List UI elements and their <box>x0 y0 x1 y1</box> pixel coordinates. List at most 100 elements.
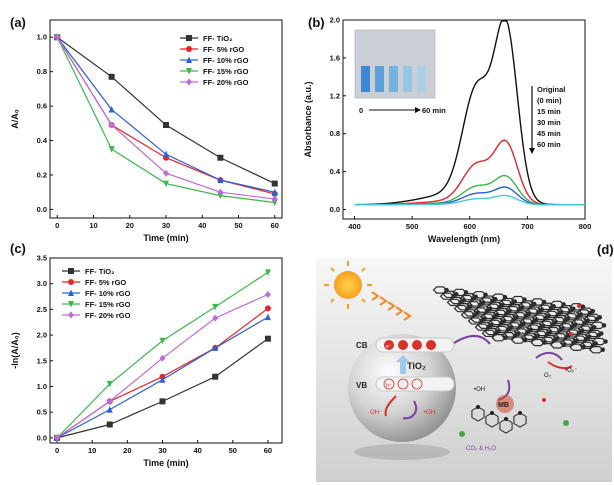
x-tick-label: 30 <box>162 221 170 230</box>
data-point <box>271 188 278 196</box>
y-tick-label: 1.0 <box>37 33 47 42</box>
inset-arrow-head <box>415 107 421 113</box>
y-axis-label: A/A₀ <box>10 109 20 129</box>
vial <box>403 66 412 92</box>
tio2-shadow <box>354 444 450 460</box>
panel-label-b: (b) <box>308 15 325 30</box>
vial <box>361 66 370 92</box>
graphene-atom <box>601 323 607 328</box>
sun-rays-icon <box>324 261 372 309</box>
data-point <box>54 33 61 41</box>
legend-label: FF- 5% rGO <box>203 45 244 54</box>
x-tick-label: 0 <box>55 221 59 230</box>
data-point <box>106 380 113 388</box>
green-atoms <box>459 420 569 437</box>
data-point <box>159 398 166 405</box>
mb-ring <box>471 406 485 422</box>
legend-marker <box>68 311 74 319</box>
graphene-hexagon <box>491 334 507 342</box>
y-tick-label: 2.5 <box>37 305 47 314</box>
x-tick-label: 600 <box>464 222 477 231</box>
tio2-label: TiO₂ <box>407 361 426 371</box>
spectrum-line <box>354 174 586 206</box>
y-tick-label: 3.5 <box>37 254 47 263</box>
x-tick-label: 30 <box>158 446 166 455</box>
legend-label: Original <box>537 85 565 94</box>
red-atoms <box>542 304 581 402</box>
legend-marker <box>186 35 192 41</box>
graphene-sheet <box>432 286 608 354</box>
plot-frame <box>49 257 283 444</box>
legend-marker <box>186 68 192 75</box>
vial <box>389 66 398 92</box>
graphene-hexagon <box>481 329 497 338</box>
x-tick-label: 20 <box>123 446 131 455</box>
legend-label: 45 min <box>537 129 561 138</box>
graphene-hexagon <box>591 337 607 346</box>
legend-label: 15 min <box>537 107 561 116</box>
x-tick-label: 0 <box>55 446 59 455</box>
graphene-hexagon <box>588 346 604 354</box>
mb-atom <box>504 417 508 421</box>
data-point <box>264 313 271 321</box>
panel-label-d: (d) <box>597 242 614 257</box>
data-point <box>264 290 271 298</box>
graphene-hexagon <box>501 332 516 340</box>
mb-atom <box>476 405 480 409</box>
hole-label: h⁺ <box>386 383 392 389</box>
graphene-atom <box>603 339 608 344</box>
y-tick-label: 0.8 <box>330 129 340 138</box>
data-point <box>271 195 278 203</box>
mb-atom <box>490 411 494 415</box>
oh-radical-label: •OH <box>474 387 485 393</box>
y-tick-label: 0.2 <box>37 170 47 179</box>
y-tick-label: 0.5 <box>37 408 47 417</box>
x-tick-label: 60 <box>264 446 272 455</box>
oh-left-label: OH⁻ <box>370 410 382 416</box>
x-tick-label: 400 <box>348 222 361 231</box>
y-tick-label: 0.4 <box>330 167 341 176</box>
plot-frame <box>49 19 283 219</box>
vb-label: VB <box>356 381 367 390</box>
data-point <box>212 314 219 322</box>
schematic-panel-d: CB VB e⁻ h⁺ TiO₂ O₂ •O₂⁻ •OH OH⁻ •OH <box>316 258 612 482</box>
data-point <box>217 154 224 161</box>
x-axis-label: Time (min) <box>143 458 188 468</box>
data-point <box>264 269 271 276</box>
legend-marker <box>186 78 192 86</box>
legend-label: (0 min) <box>537 96 562 105</box>
spectrum-line <box>354 194 586 206</box>
legend-label: FF- 5% rGO <box>85 278 126 287</box>
holes <box>383 378 423 390</box>
series-line <box>56 338 269 439</box>
graphene-hexagon <box>549 341 565 349</box>
red-transfer-arrows <box>384 361 573 417</box>
graphene-hexagon <box>540 336 555 345</box>
mb-label: MB <box>498 402 509 409</box>
legend-label: FF- 15% rGO <box>85 300 131 309</box>
y-tick-label: 1.2 <box>330 91 340 100</box>
legend-arrow-head <box>529 148 535 154</box>
graphene-hexagon <box>530 338 546 347</box>
data-point <box>54 434 61 442</box>
x-tick-label: 20 <box>126 221 134 230</box>
data-point <box>106 406 113 413</box>
legend-marker <box>68 289 74 296</box>
x-tick-label: 60 <box>271 221 279 230</box>
data-point <box>108 106 115 113</box>
graphene-atom <box>594 316 600 322</box>
panel-label-a: (a) <box>10 15 26 30</box>
legend-marker <box>68 301 74 308</box>
y-tick-label: 2.0 <box>330 16 340 25</box>
data-point <box>217 176 224 184</box>
x-tick-label: 40 <box>193 446 201 455</box>
x-tick-label: 700 <box>521 222 534 231</box>
legend-label: FF- 10% rGO <box>203 56 249 65</box>
y-tick-label: 2.0 <box>37 331 47 340</box>
legend-label: FF- 15% rGO <box>203 67 249 76</box>
x-axis-label: Wavelength (nm) <box>428 234 500 244</box>
data-point <box>106 421 113 428</box>
data-point <box>106 397 113 405</box>
mb-atom <box>518 411 522 415</box>
electrons <box>384 340 436 350</box>
